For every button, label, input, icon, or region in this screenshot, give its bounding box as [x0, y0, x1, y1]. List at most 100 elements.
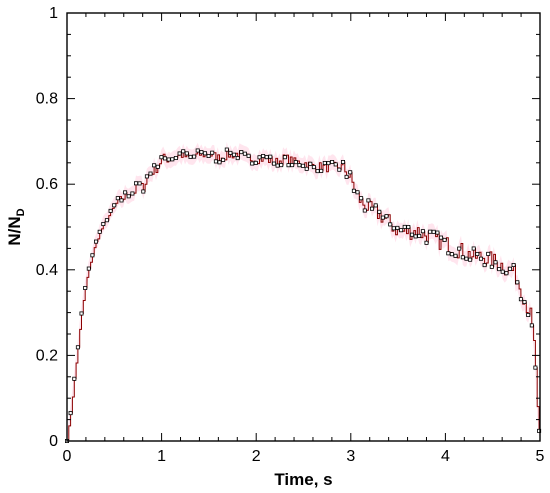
data-point: [374, 204, 377, 207]
data-point: [291, 164, 294, 167]
y-axis-label-subscript: D: [15, 208, 27, 216]
data-point: [167, 158, 170, 161]
data-point: [490, 265, 493, 268]
data-point: [403, 225, 406, 228]
y-tick-label: 0.6: [36, 176, 58, 193]
data-point: [156, 165, 159, 168]
data-point: [396, 226, 399, 229]
plot-frame: [67, 13, 540, 441]
data-point: [323, 161, 326, 164]
data-point: [251, 162, 254, 165]
data-point: [91, 254, 94, 257]
data-point: [414, 235, 417, 238]
data-point: [174, 156, 177, 159]
data-point: [84, 286, 87, 289]
data-point: [309, 162, 312, 165]
data-point: [94, 240, 97, 243]
data-point: [450, 253, 453, 256]
series-path: [67, 150, 539, 441]
data-point: [269, 155, 272, 158]
data-point: [370, 207, 373, 210]
data-point: [443, 238, 446, 241]
data-point: [341, 160, 344, 163]
data-point: [69, 412, 72, 415]
data-point: [214, 160, 217, 163]
data-point: [516, 281, 519, 284]
data-point: [229, 151, 232, 154]
data-point: [189, 155, 192, 158]
data-point: [76, 346, 79, 349]
data-point: [483, 264, 486, 267]
data-point: [436, 231, 439, 234]
data-point: [338, 168, 341, 171]
data-point: [349, 171, 352, 174]
data-point: [498, 268, 501, 271]
data-point: [320, 169, 323, 172]
y-tick-labels: 0 0.2 0.4 0.6 0.8 1: [36, 5, 58, 450]
data-point: [519, 298, 522, 301]
data-point: [487, 252, 490, 255]
y-axis-label: N/ND: [5, 208, 27, 245]
y-axis-label-main: N/N: [5, 216, 24, 245]
data-point: [149, 172, 152, 175]
y-tick-label: 1: [49, 5, 58, 22]
data-point: [124, 191, 127, 194]
data-point: [407, 225, 410, 228]
data-point: [120, 199, 123, 202]
data-point: [439, 236, 442, 239]
data-point: [465, 257, 468, 260]
data-point: [469, 258, 472, 261]
data-point: [182, 150, 185, 153]
data-point: [222, 158, 225, 161]
data-point: [287, 164, 290, 167]
data-point: [534, 366, 537, 369]
data-point: [185, 152, 188, 155]
x-axis-label: Time, s: [274, 470, 332, 489]
data-point: [501, 270, 504, 273]
series-markers: [65, 148, 540, 443]
data-point: [178, 152, 181, 155]
data-point: [218, 161, 221, 164]
data-point: [294, 161, 297, 164]
data-point: [193, 155, 196, 158]
data-point: [87, 267, 90, 270]
data-point: [207, 154, 210, 157]
data-point: [327, 162, 330, 165]
x-tick-label: 3: [346, 448, 355, 465]
data-point: [367, 199, 370, 202]
data-point: [203, 152, 206, 155]
x-tick-label: 5: [536, 448, 545, 465]
data-point: [360, 197, 363, 200]
data-point: [127, 195, 130, 198]
data-point: [153, 164, 156, 167]
data-point: [356, 191, 359, 194]
data-point: [200, 151, 203, 154]
data-point: [378, 210, 381, 213]
x-tick-label: 4: [441, 448, 450, 465]
data-point: [472, 247, 475, 250]
data-point: [225, 148, 228, 151]
data-point: [334, 163, 337, 166]
data-point: [381, 216, 384, 219]
data-point: [454, 254, 457, 257]
data-point: [196, 149, 199, 152]
data-point: [265, 156, 268, 159]
noise-envelope: [67, 142, 539, 441]
data-point: [163, 157, 166, 160]
data-point: [429, 230, 432, 233]
data-point: [512, 263, 515, 266]
data-point: [352, 189, 355, 192]
data-point: [298, 164, 301, 167]
data-point: [530, 324, 533, 327]
data-point: [458, 247, 461, 250]
data-point: [102, 222, 105, 225]
y-tick-label: 0.8: [36, 91, 58, 108]
data-point: [494, 261, 497, 264]
data-point: [400, 229, 403, 232]
x-tick-labels: 012345: [63, 448, 545, 465]
y-tick-label: 0: [49, 433, 58, 450]
data-point: [171, 158, 174, 161]
data-point: [363, 209, 366, 212]
data-point: [283, 156, 286, 159]
data-point: [243, 152, 246, 155]
